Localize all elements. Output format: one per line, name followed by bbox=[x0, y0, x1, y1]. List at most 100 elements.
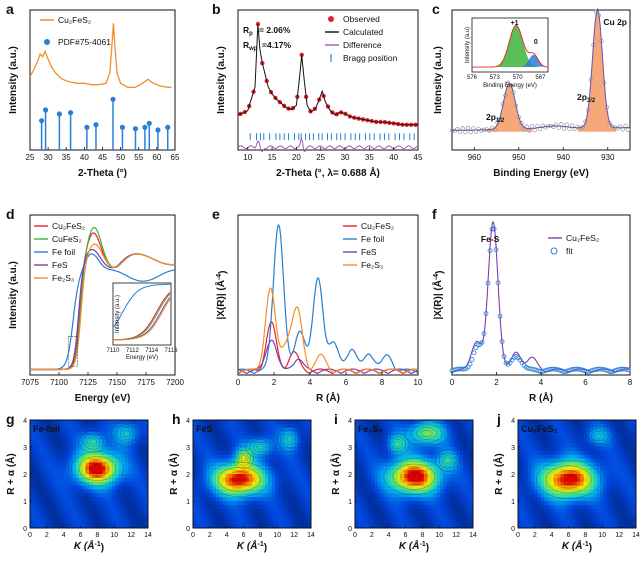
heatmap-cell-i bbox=[358, 443, 363, 448]
heatmap-cell-j bbox=[606, 420, 611, 425]
heatmap-cell-j bbox=[613, 431, 617, 437]
heatmap-cell-g bbox=[102, 497, 106, 502]
heatmap-cell-h bbox=[274, 520, 279, 525]
heatmap-cell-j bbox=[567, 443, 572, 448]
heatmap-cell-j bbox=[521, 512, 526, 518]
heatmap-cell-g bbox=[33, 427, 38, 433]
heatmap-cell-g bbox=[111, 501, 116, 506]
heatmap-cell-j bbox=[596, 516, 601, 521]
heatmap-cell-g bbox=[134, 454, 139, 460]
heatmap-cell-i bbox=[361, 489, 366, 494]
heatmap-cell-h bbox=[242, 435, 247, 440]
heatmap-cell-g bbox=[144, 524, 148, 528]
inset-component-zero-c bbox=[521, 54, 545, 67]
heatmap-cell-i bbox=[358, 474, 363, 479]
heatmap-cell-j bbox=[531, 524, 535, 528]
heatmap-cell-g bbox=[30, 423, 34, 429]
heatmap-cell-g bbox=[82, 512, 87, 518]
heatmap-cell-h bbox=[225, 427, 230, 433]
heatmap-cell-g bbox=[125, 516, 129, 521]
heatmap-cell-g bbox=[108, 423, 113, 429]
heatmap-cell-h bbox=[278, 450, 283, 456]
heatmap-cell-j bbox=[550, 420, 555, 425]
heatmap-cell-i bbox=[459, 481, 464, 487]
heatmap-cell-g bbox=[49, 435, 54, 440]
heatmap-cell-i bbox=[469, 485, 473, 491]
heatmap-cell-j bbox=[609, 481, 614, 487]
x-tick-label-h: 12 bbox=[290, 532, 298, 539]
heatmap-cell-g bbox=[105, 485, 110, 491]
heatmap-cell-j bbox=[613, 439, 617, 444]
heatmap-cell-h bbox=[255, 454, 260, 460]
heatmap-cell-i bbox=[381, 493, 386, 498]
heatmap-cell-g bbox=[141, 462, 146, 467]
heatmap-cell-j bbox=[518, 493, 522, 498]
heatmap-cell-j bbox=[632, 420, 636, 425]
heatmap-cell-g bbox=[75, 427, 80, 433]
heatmap-cell-i bbox=[427, 427, 431, 433]
heatmap-cell-i bbox=[463, 447, 468, 452]
heatmap-cell-h bbox=[238, 520, 243, 525]
heatmap-cell-h bbox=[291, 485, 296, 491]
heatmap-cell-h bbox=[297, 450, 302, 456]
heatmap-cell-j bbox=[521, 450, 526, 456]
heatmap-cell-j bbox=[550, 504, 555, 510]
heatmap-cell-h bbox=[212, 450, 217, 456]
heatmap-cell-i bbox=[355, 435, 359, 440]
heatmap-cell-h bbox=[307, 470, 311, 475]
heatmap-cell-h bbox=[265, 504, 269, 510]
heatmap-cell-i bbox=[381, 462, 386, 467]
heatmap-cell-j bbox=[580, 501, 585, 506]
heatmap-cell-g bbox=[111, 454, 116, 460]
heatmap-cell-h bbox=[278, 504, 283, 510]
heatmap-cell-j bbox=[534, 420, 539, 425]
heatmap-cell-h bbox=[284, 493, 289, 498]
heatmap-cell-j bbox=[573, 497, 578, 502]
heatmap-cell-j bbox=[616, 450, 621, 456]
heatmap-cell-h bbox=[268, 477, 273, 483]
heatmap-cell-h bbox=[215, 493, 220, 498]
heatmap-cell-j bbox=[586, 470, 591, 475]
heatmap-cell-j bbox=[632, 477, 636, 483]
heatmap-cell-h bbox=[209, 427, 214, 433]
heatmap-cell-j bbox=[596, 493, 601, 498]
heatmap-cell-g bbox=[43, 466, 47, 471]
heatmap-cell-j bbox=[534, 462, 539, 467]
heatmap-cell-h bbox=[238, 423, 243, 429]
legend-label-b-1: Calculated bbox=[343, 27, 383, 37]
heatmap-cell-g bbox=[46, 481, 51, 487]
heatmap-cell-h bbox=[248, 420, 253, 425]
heatmap-cell-h bbox=[235, 493, 240, 498]
heatmap-cell-i bbox=[463, 485, 468, 491]
heatmap-cell-i bbox=[469, 439, 473, 444]
heatmap-cell-j bbox=[534, 443, 539, 448]
heatmap-cell-h bbox=[307, 435, 311, 440]
heatmap-cell-i bbox=[407, 435, 412, 440]
fit-point-f bbox=[533, 367, 539, 373]
heatmap-cell-g bbox=[52, 420, 57, 425]
heatmap-cell-j bbox=[524, 427, 529, 433]
x-axis-label-c: Binding Energy (eV) bbox=[493, 168, 589, 179]
heatmap-cell-g bbox=[115, 439, 120, 444]
heatmap-cell-g bbox=[98, 485, 103, 491]
heatmap-cell-i bbox=[446, 443, 451, 448]
heatmap-cell-i bbox=[410, 439, 415, 444]
heatmap-cell-g bbox=[69, 458, 74, 464]
heatmap-cell-j bbox=[554, 485, 558, 491]
heatmap-cell-h bbox=[219, 501, 224, 506]
heatmap-cell-j bbox=[616, 435, 621, 440]
heatmap-cell-g bbox=[66, 431, 70, 437]
heatmap-cell-h bbox=[278, 458, 283, 464]
heatmap-cell-g bbox=[89, 458, 93, 464]
heatmap-cell-g bbox=[134, 462, 139, 467]
heatmap-cell-g bbox=[144, 474, 148, 479]
heatmap-cell-g bbox=[66, 470, 70, 475]
heatmap-cell-j bbox=[524, 435, 529, 440]
x-tick-label-g: 0 bbox=[28, 532, 32, 539]
contour-i bbox=[410, 424, 443, 443]
heatmap-cell-j bbox=[550, 501, 555, 506]
heatmap-cell-j bbox=[547, 431, 552, 437]
inset-x-tick-label-c: 570 bbox=[513, 75, 524, 81]
heatmap-cell-h bbox=[281, 454, 286, 460]
x-axis-label-i-xlabel_end: ) bbox=[426, 542, 429, 553]
